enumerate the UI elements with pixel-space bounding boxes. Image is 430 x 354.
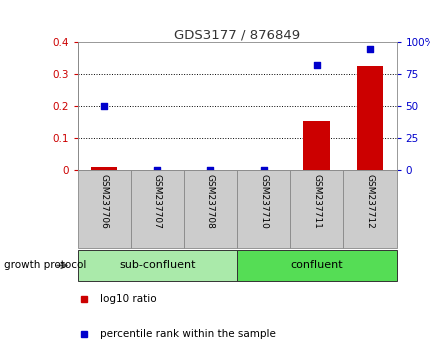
Text: GSM237708: GSM237708 [206, 174, 215, 229]
Bar [356, 67, 382, 170]
Bar [343, 170, 396, 248]
Text: confluent: confluent [290, 261, 342, 270]
Text: GSM237706: GSM237706 [99, 174, 108, 229]
Bar [91, 167, 117, 170]
Text: GSM237711: GSM237711 [312, 174, 320, 229]
Bar [237, 170, 289, 248]
Point [260, 167, 267, 173]
Bar [289, 170, 343, 248]
Point [206, 167, 213, 173]
Text: percentile rank within the sample: percentile rank within the sample [100, 329, 275, 339]
Text: sub-confluent: sub-confluent [119, 261, 195, 270]
Bar [130, 170, 184, 248]
Text: GSM237712: GSM237712 [365, 174, 374, 229]
Point [313, 63, 319, 68]
Title: GDS3177 / 876849: GDS3177 / 876849 [174, 28, 299, 41]
Point [154, 167, 160, 173]
Bar [77, 170, 130, 248]
Point [366, 46, 372, 52]
Text: GSM237707: GSM237707 [153, 174, 161, 229]
Point [101, 103, 108, 109]
Text: log10 ratio: log10 ratio [100, 294, 156, 304]
Text: growth protocol: growth protocol [4, 261, 86, 270]
Bar [237, 250, 396, 281]
Bar [303, 120, 329, 170]
Bar [184, 170, 236, 248]
Bar [77, 250, 236, 281]
Text: GSM237710: GSM237710 [258, 174, 267, 229]
